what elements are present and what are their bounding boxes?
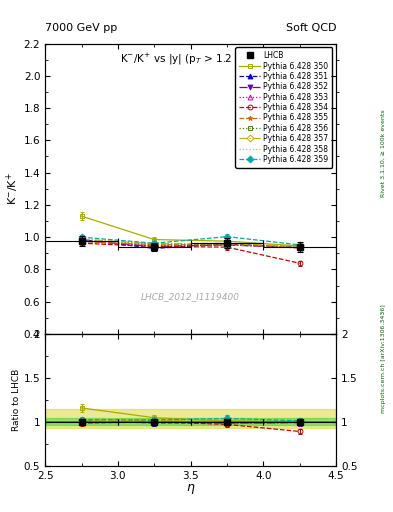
Y-axis label: Ratio to LHCB: Ratio to LHCB — [12, 369, 21, 431]
Text: Rivet 3.1.10, ≥ 100k events: Rivet 3.1.10, ≥ 100k events — [381, 110, 386, 198]
Text: Soft QCD: Soft QCD — [286, 23, 336, 33]
Text: LHCB_2012_I1119400: LHCB_2012_I1119400 — [141, 292, 240, 301]
X-axis label: $\eta$: $\eta$ — [186, 482, 195, 496]
Text: K$^{-}$/K$^{+}$ vs |y| (p$_{T}$ > 1.2 GeV): K$^{-}$/K$^{+}$ vs |y| (p$_{T}$ > 1.2 Ge… — [120, 52, 261, 68]
Text: 7000 GeV pp: 7000 GeV pp — [45, 23, 118, 33]
Text: mcplots.cern.ch [arXiv:1306.3436]: mcplots.cern.ch [arXiv:1306.3436] — [381, 304, 386, 413]
Legend: LHCB, Pythia 6.428 350, Pythia 6.428 351, Pythia 6.428 352, Pythia 6.428 353, Py: LHCB, Pythia 6.428 350, Pythia 6.428 351… — [235, 47, 332, 168]
Y-axis label: K$^{-}$/K$^{+}$: K$^{-}$/K$^{+}$ — [5, 172, 21, 205]
